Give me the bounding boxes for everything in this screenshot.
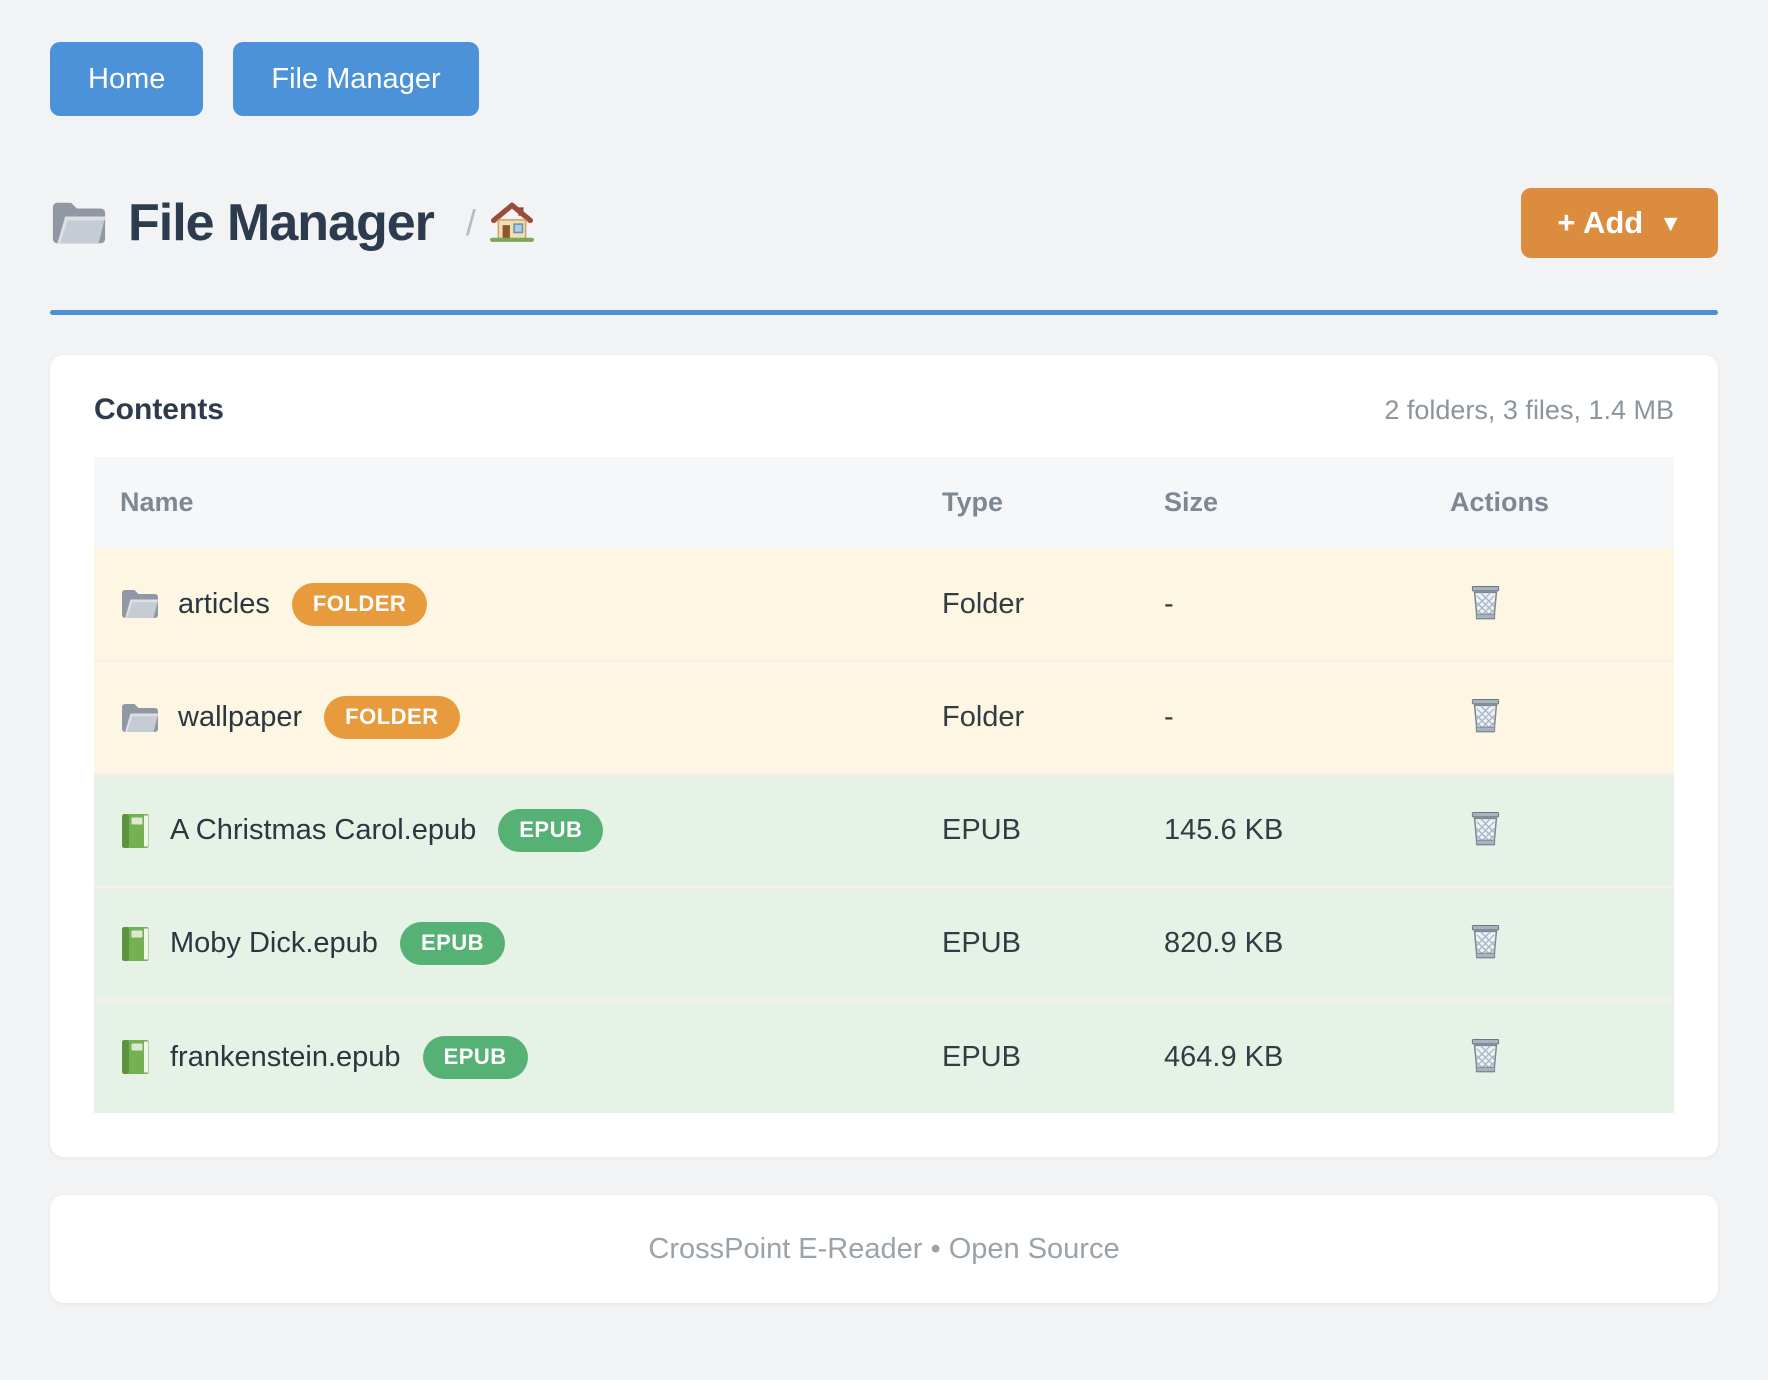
file-name-link[interactable]: wallpaper	[178, 701, 303, 733]
file-type-badge: FOLDER	[291, 582, 428, 626]
breadcrumb-home-link[interactable]	[489, 201, 534, 246]
file-type-cell: Folder	[916, 548, 1138, 661]
column-header-type: Type	[916, 457, 1138, 548]
delete-button[interactable]	[1464, 805, 1507, 855]
file-table-body: articles FOLDER Folder - wallpaper FOLDER Fold…	[94, 548, 1674, 1113]
file-size-cell: -	[1138, 548, 1424, 661]
table-row: articles FOLDER Folder -	[94, 548, 1674, 661]
contents-heading: Contents	[94, 393, 224, 426]
chevron-down-icon: ▼	[1659, 209, 1682, 236]
breadcrumb-separator: /	[465, 202, 476, 243]
file-name-link[interactable]: Moby Dick.epub	[170, 927, 378, 959]
footer-text: CrossPoint E-Reader • Open Source	[648, 1232, 1120, 1265]
file-table: Name Type Size Actions articles FOLDER Fol…	[94, 457, 1674, 1113]
table-row: frankenstein.epub EPUB EPUB 464.9 KB	[94, 999, 1674, 1113]
table-header-row: Name Type Size Actions	[94, 457, 1674, 548]
file-name-link[interactable]: A Christmas Carol.epub	[170, 814, 477, 846]
table-row: wallpaper FOLDER Folder -	[94, 660, 1674, 774]
file-size-cell: 145.6 KB	[1138, 773, 1424, 887]
trash-icon	[1468, 696, 1503, 738]
nav-home-button[interactable]: Home	[50, 42, 204, 116]
file-name-link[interactable]: articles	[178, 587, 270, 620]
book-icon	[120, 812, 152, 850]
table-row: A Christmas Carol.epub EPUB EPUB 145.6 KB	[94, 773, 1674, 887]
trash-icon	[1468, 809, 1503, 851]
book-icon	[120, 925, 152, 963]
file-size-cell: 820.9 KB	[1138, 886, 1424, 1000]
file-type-cell: Folder	[916, 660, 1138, 774]
book-icon	[120, 1038, 152, 1076]
add-button-label: + Add	[1557, 205, 1644, 240]
trash-icon	[1468, 922, 1503, 964]
file-type-badge: EPUB	[399, 922, 506, 965]
file-type-cell: EPUB	[916, 886, 1138, 1000]
contents-card-header: Contents 2 folders, 3 files, 1.4 MB	[94, 393, 1674, 427]
file-size-cell: -	[1138, 660, 1424, 774]
contents-summary: 2 folders, 3 files, 1.4 MB	[1384, 395, 1674, 425]
page-title: File Manager	[128, 194, 435, 252]
column-header-actions: Actions	[1424, 457, 1674, 548]
file-type-badge: EPUB	[498, 809, 604, 852]
file-size-cell: 464.9 KB	[1138, 999, 1424, 1113]
title-row: File Manager / + Add ▼	[50, 188, 1718, 258]
file-type-cell: EPUB	[916, 773, 1138, 887]
trash-icon	[1468, 1036, 1503, 1078]
delete-button[interactable]	[1464, 692, 1507, 742]
trash-icon	[1468, 583, 1503, 625]
delete-button[interactable]	[1464, 579, 1507, 629]
folder-icon	[50, 198, 108, 248]
add-button[interactable]: + Add ▼	[1521, 188, 1718, 258]
file-type-badge: EPUB	[422, 1035, 528, 1079]
folder-icon	[120, 587, 160, 621]
table-row: Moby Dick.epub EPUB EPUB 820.9 KB	[94, 886, 1674, 1000]
contents-card: Contents 2 folders, 3 files, 1.4 MB Name…	[50, 355, 1718, 1157]
delete-button[interactable]	[1464, 918, 1507, 968]
file-type-cell: EPUB	[916, 999, 1138, 1113]
home-icon	[489, 201, 534, 246]
delete-button[interactable]	[1464, 1032, 1507, 1082]
column-header-size: Size	[1138, 457, 1424, 548]
file-name-link[interactable]: frankenstein.epub	[170, 1040, 401, 1073]
file-type-badge: FOLDER	[324, 696, 460, 739]
folder-icon	[120, 701, 160, 735]
nav-file-manager-button[interactable]: File Manager	[233, 42, 479, 116]
footer: CrossPoint E-Reader • Open Source	[50, 1195, 1718, 1303]
page: Home File Manager File Manager /	[50, 42, 1718, 1303]
top-nav: Home File Manager	[50, 42, 1718, 116]
title-divider	[50, 310, 1718, 315]
column-header-name: Name	[94, 457, 916, 548]
